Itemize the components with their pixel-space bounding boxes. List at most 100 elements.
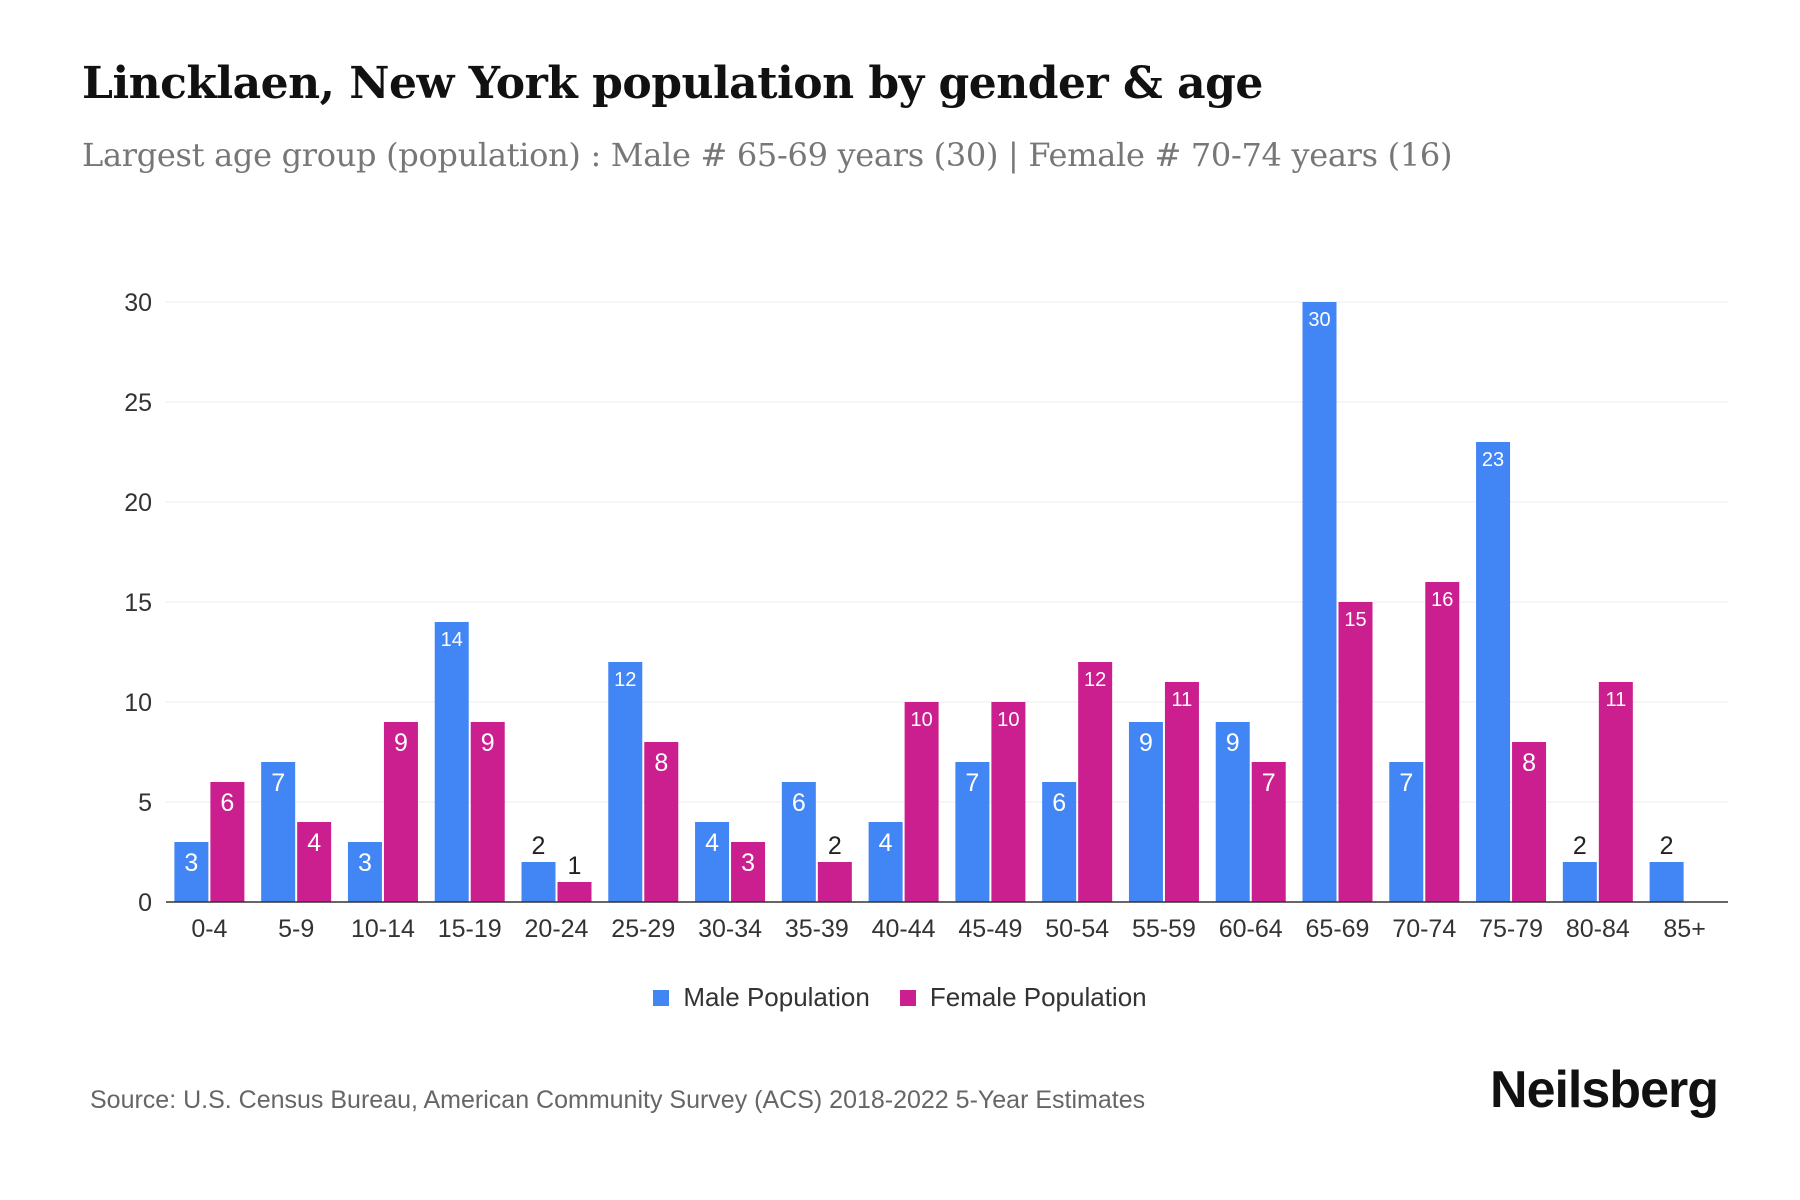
bar-female [1078, 662, 1113, 902]
data-label: 16 [1431, 589, 1453, 611]
x-tick-label: 30-34 [698, 915, 762, 943]
bar-male [1649, 862, 1684, 902]
legend: Male Population Female Population [0, 982, 1800, 1013]
bar-female [470, 722, 505, 902]
data-label: 4 [705, 829, 719, 857]
data-label: 4 [879, 829, 893, 857]
bar-female [731, 842, 766, 902]
x-tick-label: 10-14 [351, 915, 415, 943]
legend-label-male: Male Population [683, 982, 870, 1012]
bar-female [1251, 762, 1286, 902]
bar-female [1338, 602, 1373, 902]
bar-male [174, 842, 209, 902]
data-label: 11 [1605, 689, 1626, 711]
data-label: 2 [1573, 832, 1587, 860]
y-tick-label: 30 [124, 289, 152, 317]
y-tick-label: 0 [138, 889, 152, 917]
bar-male [1042, 782, 1077, 902]
bar-male [261, 762, 296, 902]
x-tick-label: 60-64 [1219, 915, 1283, 943]
x-tick-label: 20-24 [525, 915, 589, 943]
bar-female [991, 702, 1026, 902]
data-label: 7 [1262, 769, 1276, 797]
legend-item-male: Male Population [653, 982, 870, 1013]
y-tick-label: 20 [124, 489, 152, 517]
x-tick-label: 15-19 [438, 915, 502, 943]
bar-male [955, 762, 990, 902]
y-tick-label: 10 [124, 689, 152, 717]
x-tick-label: 45-49 [958, 915, 1022, 943]
data-label: 9 [481, 729, 495, 757]
y-tick-label: 25 [124, 389, 152, 417]
data-label: 6 [1052, 789, 1066, 817]
bar-male [868, 822, 903, 902]
data-label: 3 [741, 849, 755, 877]
legend-swatch-female [899, 989, 916, 1006]
bar-male [1476, 442, 1511, 902]
x-tick-label: 80-84 [1566, 915, 1630, 943]
data-label: 9 [1139, 729, 1153, 757]
bar-male [434, 622, 469, 902]
data-label: 2 [1660, 832, 1674, 860]
bar-female [1425, 582, 1460, 902]
data-label: 2 [532, 832, 546, 860]
data-label: 11 [1172, 689, 1193, 711]
data-label: 7 [1399, 769, 1413, 797]
data-label: 4 [307, 829, 321, 857]
data-label: 30 [1308, 309, 1330, 331]
bar-male [347, 842, 382, 902]
x-tick-label: 55-59 [1132, 915, 1196, 943]
bar-male [521, 862, 556, 902]
bar-male [1215, 722, 1250, 902]
data-label: 7 [965, 769, 979, 797]
y-tick-label: 15 [124, 589, 152, 617]
bar-male [695, 822, 730, 902]
data-label: 9 [1226, 729, 1240, 757]
data-label: 15 [1344, 609, 1366, 631]
legend-label-female: Female Population [929, 982, 1147, 1012]
data-label: 1 [568, 852, 582, 880]
data-label: 6 [220, 789, 234, 817]
neilsberg-logo: Neilsberg [1490, 1061, 1719, 1119]
bar-female [297, 822, 332, 902]
source-note: Source: U.S. Census Bureau, American Com… [90, 1086, 1146, 1114]
data-label: 6 [792, 789, 806, 817]
x-tick-label: 25-29 [611, 915, 675, 943]
legend-swatch-male [653, 989, 670, 1006]
bar-female [817, 862, 852, 902]
y-tick-label: 5 [138, 789, 152, 817]
chart-subtitle: Largest age group (population) : Male # … [82, 136, 1453, 174]
x-tick-label: 35-39 [785, 915, 849, 943]
bar-female [904, 702, 939, 902]
data-label: 14 [441, 629, 463, 651]
x-tick-label: 40-44 [872, 915, 936, 943]
x-tick-label: 85+ [1663, 915, 1705, 943]
bar-female [210, 782, 245, 902]
bar-male [1302, 302, 1337, 902]
data-label: 8 [1522, 749, 1536, 777]
bar-male [1389, 762, 1424, 902]
data-label: 10 [997, 709, 1019, 731]
x-tick-label: 75-79 [1479, 915, 1543, 943]
data-label: 9 [394, 729, 408, 757]
x-tick-label: 5-9 [278, 915, 314, 943]
chart-title: Lincklaen, New York population by gender… [82, 58, 1263, 109]
x-tick-label: 50-54 [1045, 915, 1109, 943]
bar-female [644, 742, 679, 902]
bar-female [1164, 682, 1199, 902]
bar-female [1598, 682, 1633, 902]
bar-male [1562, 862, 1597, 902]
bar-female [557, 882, 592, 902]
bar-female [383, 722, 418, 902]
data-label: 3 [358, 849, 372, 877]
data-label: 3 [184, 849, 198, 877]
data-label: 7 [271, 769, 285, 797]
data-label: 12 [1084, 669, 1106, 691]
data-label: 10 [910, 709, 932, 731]
x-tick-label: 65-69 [1306, 915, 1370, 943]
bar-chart: 051015202530360-4745-93910-1414915-19212… [124, 289, 1728, 943]
x-tick-label: 70-74 [1392, 915, 1456, 943]
x-tick-label: 0-4 [191, 915, 227, 943]
bar-male [1128, 722, 1163, 902]
bar-male [608, 662, 643, 902]
